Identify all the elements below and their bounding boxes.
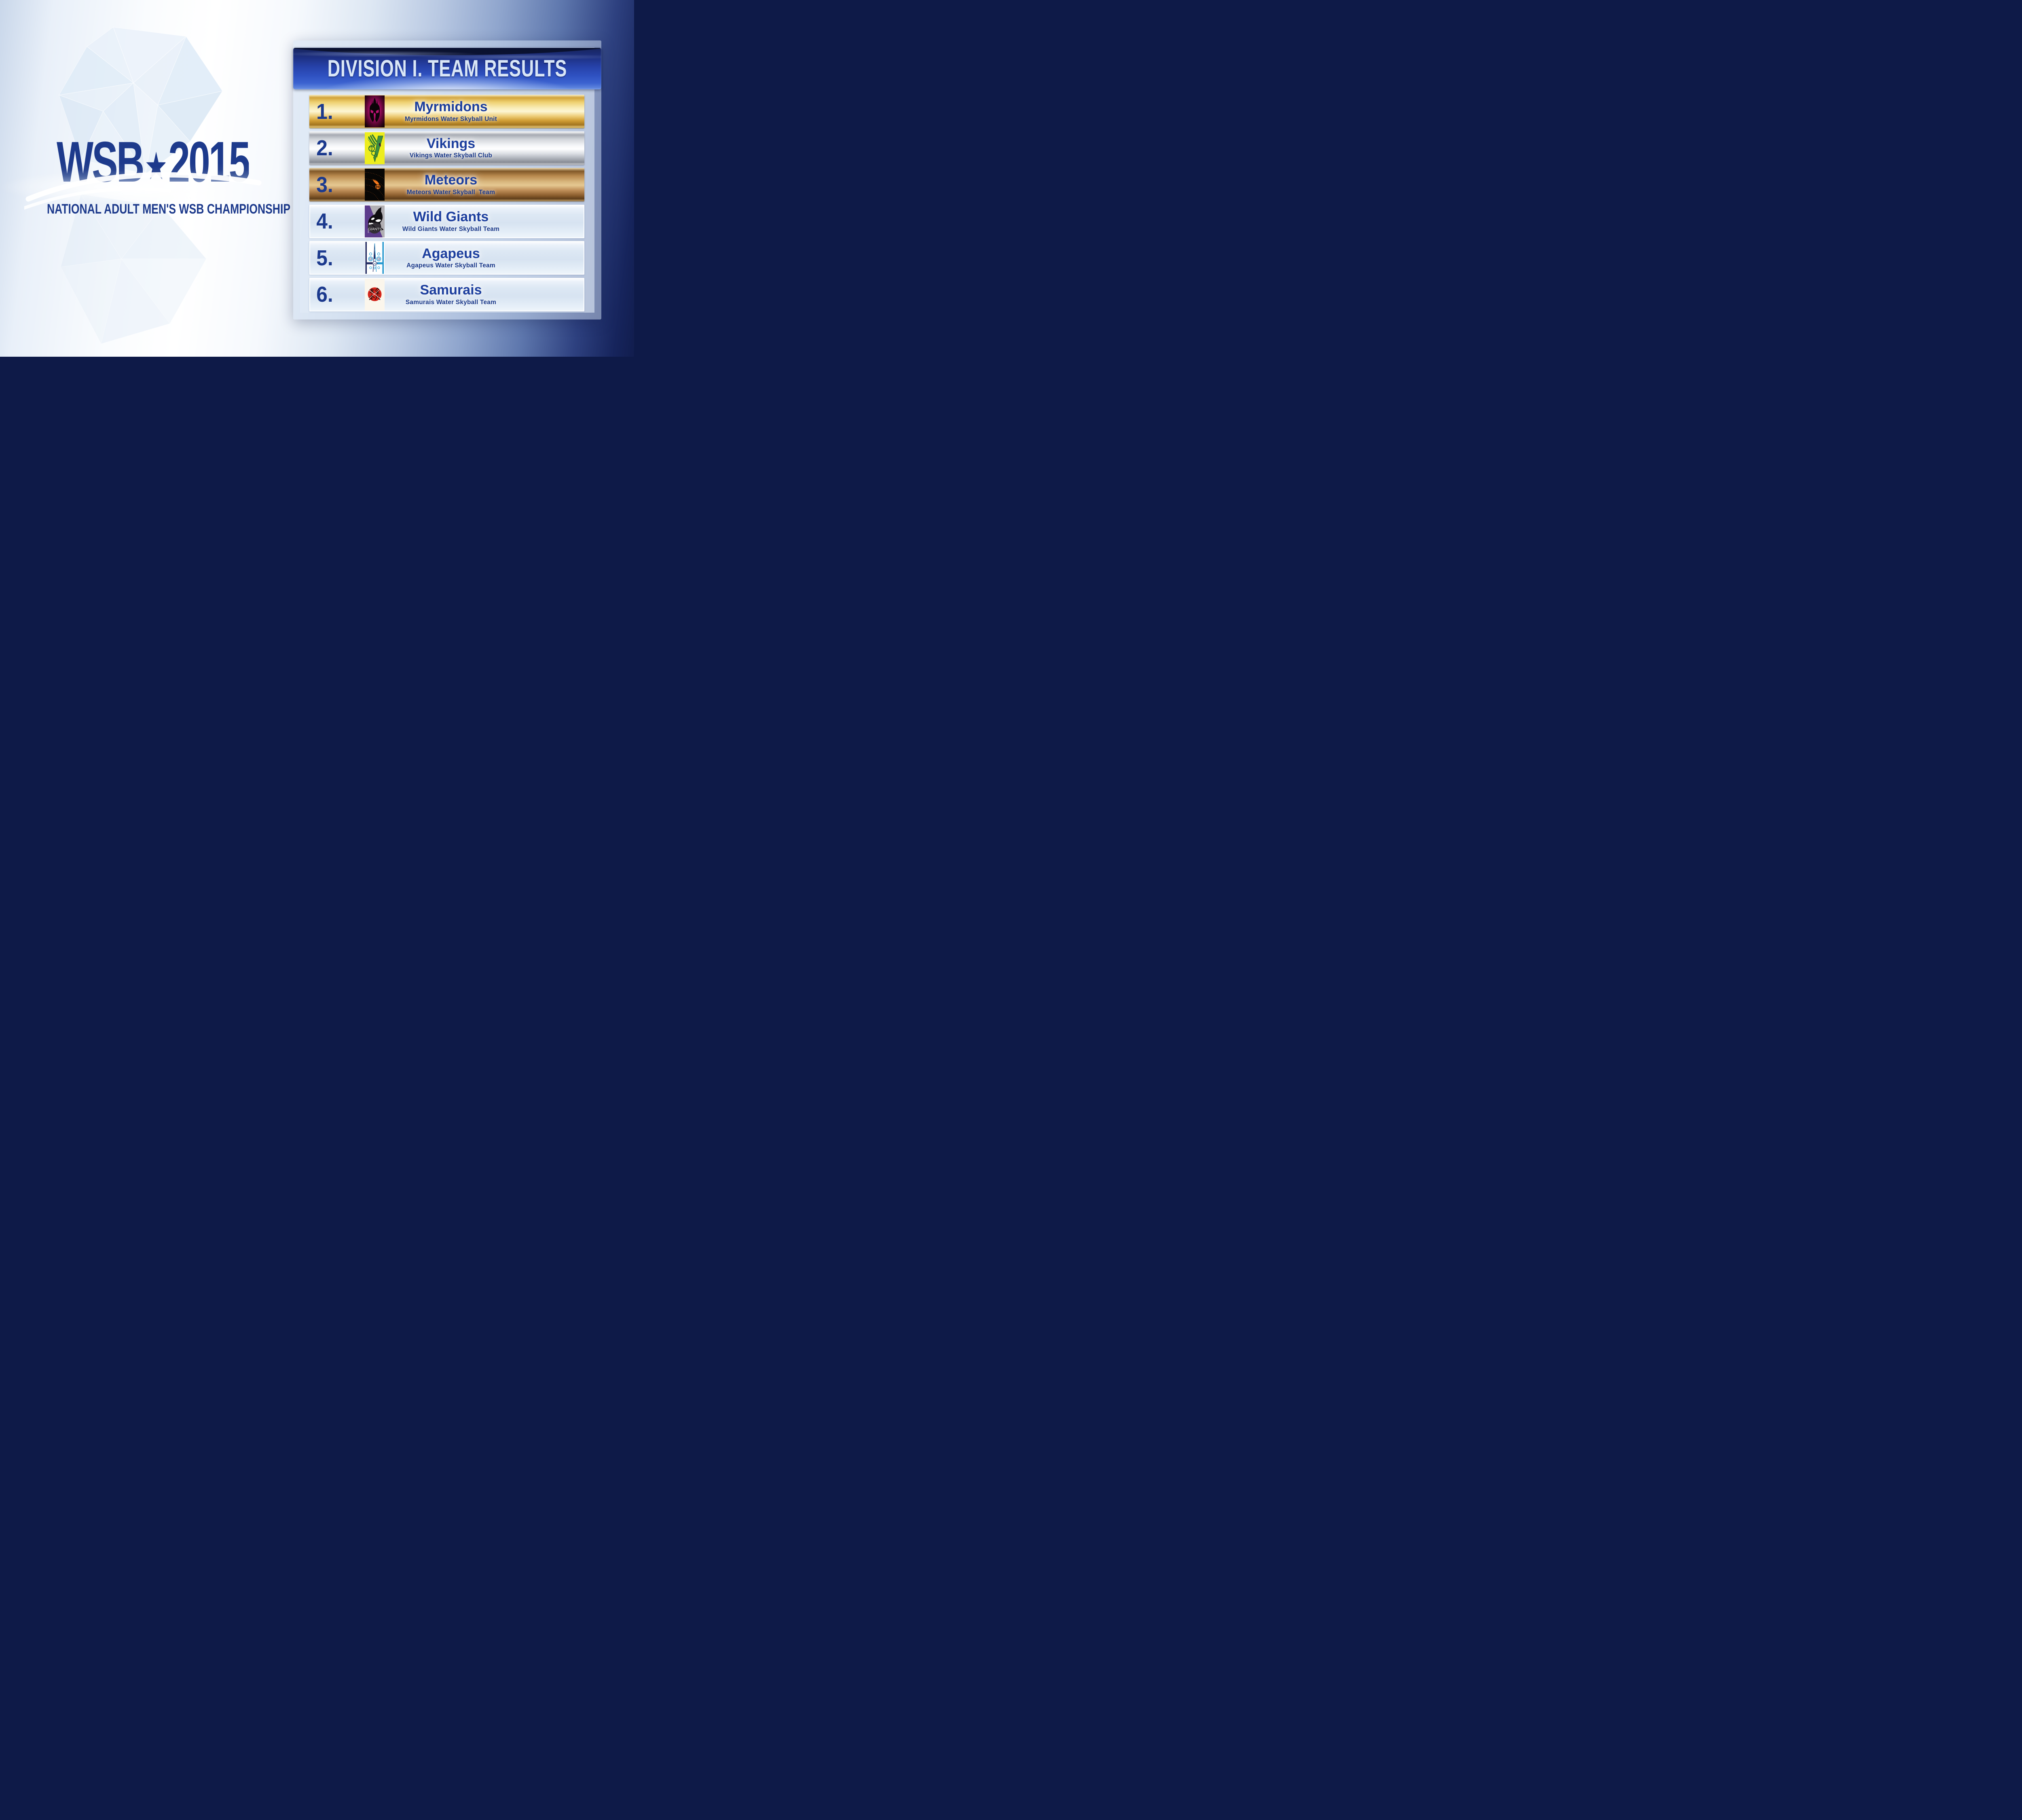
team-text: Vikings Vikings Water Skyball Club <box>317 131 584 165</box>
results-rows: 1. <box>309 95 584 311</box>
results-panel: DIVISION I. TEAM RESULTS 1. <box>293 40 601 320</box>
team-row-6: 6. <box>309 277 584 311</box>
panel-title: DIVISION I. TEAM RESULTS <box>327 55 567 82</box>
svg-text:AGAPEUS: AGAPEUS <box>372 263 378 265</box>
team-row-5: 5. <box>309 241 584 275</box>
team-text: Myrmidons Myrmidons Water Skyball Unit <box>317 95 584 128</box>
championship-subtitle: NATIONAL ADULT MEN'S WSB CHAMPIONSHIP <box>47 201 291 217</box>
crystal-gem-decoration-icon <box>58 27 223 345</box>
team-row-2: 2. <box>309 131 584 165</box>
team-name: Myrmidons <box>414 99 488 115</box>
vikings-green-v-icon <box>365 132 385 164</box>
rank-label: 3. <box>316 172 333 197</box>
star-icon: ★ <box>146 147 166 185</box>
team-text: Wild Giants Wild Giants Water Skyball Te… <box>317 205 584 238</box>
team-subtitle: Agapeus Water Skyball Team <box>406 262 495 269</box>
team-row-3: 3. <box>309 168 584 202</box>
team-subtitle: Myrmidons Water Skyball Unit <box>404 115 497 123</box>
wild-giants-orca-icon: WILD GIANTS <box>365 205 385 237</box>
team-text: Samurais Samurais Water Skyball Team <box>317 278 584 311</box>
agapeus-column-icon: AGAPEUS <box>365 242 385 274</box>
svg-text:WSB: WSB <box>376 186 380 188</box>
team-subtitle: Vikings Water Skyball Club <box>409 152 493 159</box>
samurais-kanji-sun-icon <box>365 278 385 311</box>
svg-text:GIANTS: GIANTS <box>368 227 382 231</box>
team-name: Samurais <box>420 282 482 298</box>
team-name: Agapeus <box>422 245 480 261</box>
team-name: Meteors <box>424 172 478 188</box>
team-text: Agapeus Agapeus Water Skyball Team <box>317 241 584 275</box>
panel-header: DIVISION I. TEAM RESULTS <box>293 48 601 89</box>
rank-label: 5. <box>316 245 333 270</box>
team-name: Wild Giants <box>413 209 489 224</box>
rank-label: 6. <box>316 282 333 307</box>
meteors-comet-icon: WSB <box>365 169 385 201</box>
wsb-logo-year: 2015 <box>168 130 250 194</box>
svg-text:WILD: WILD <box>367 229 369 233</box>
rank-label: 4. <box>316 209 333 234</box>
wsb-2015-logo: WSB★2015 <box>57 130 250 194</box>
team-row-4: 4. <box>309 204 584 238</box>
team-subtitle: Wild Giants Water Skyball Team <box>402 225 500 233</box>
team-subtitle: Meteors Water Skyball Team <box>406 189 495 196</box>
team-name: Vikings <box>426 135 476 151</box>
team-row-1: 1. <box>309 95 584 129</box>
rank-label: 1. <box>316 99 333 124</box>
myrmidons-spartan-helmet-icon <box>365 95 385 127</box>
team-subtitle: Samurais Water Skyball Team <box>405 298 497 306</box>
team-text: Meteors Meteors Water Skyball Team <box>317 168 584 201</box>
wsb-logo-text: WSB <box>57 130 145 194</box>
broadcast-graphic: WSB★2015 NATIONAL ADULT MEN'S WSB CHAMPI… <box>0 0 634 357</box>
rank-label: 2. <box>316 136 333 161</box>
